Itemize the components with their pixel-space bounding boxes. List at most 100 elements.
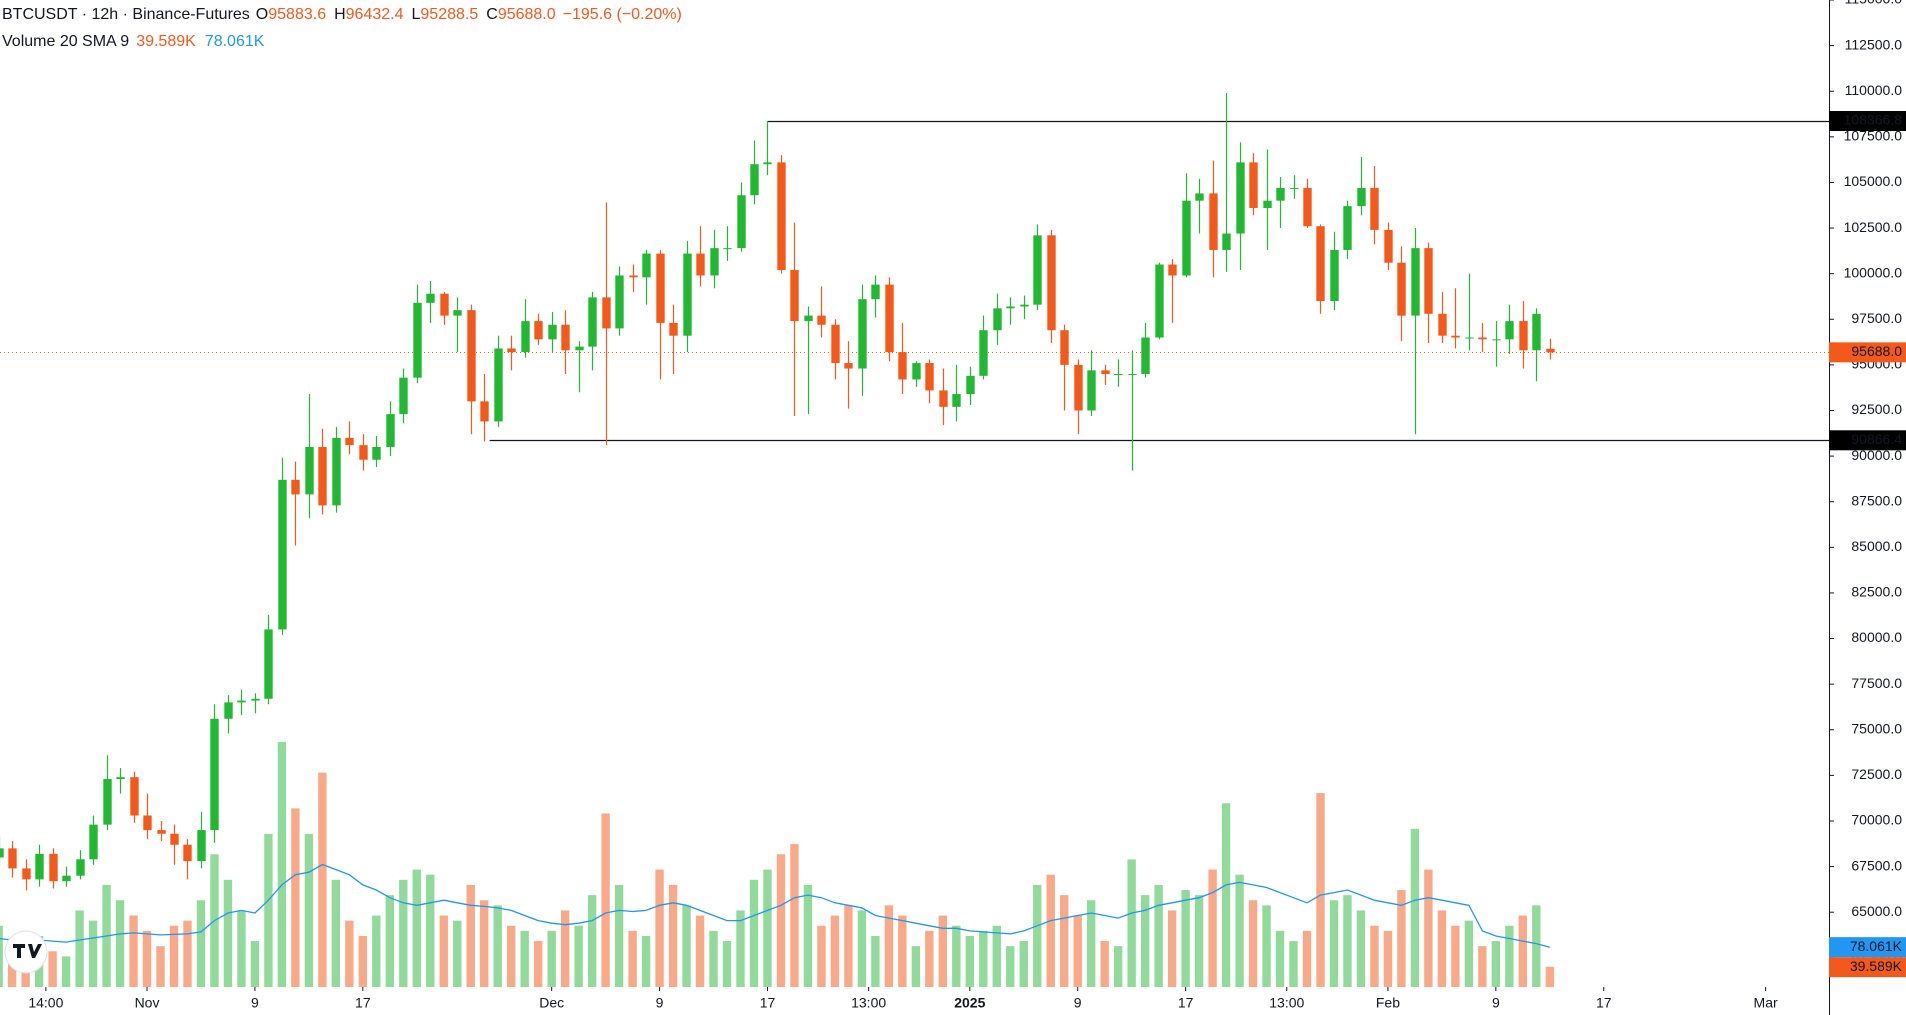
candle-body (1424, 248, 1433, 314)
candle-body (1370, 187, 1379, 230)
volume-bar (1100, 941, 1109, 987)
y-tick-label: 65000.0 (1851, 903, 1902, 919)
level-label: 90866.4 (1851, 431, 1902, 447)
volume-bar (992, 925, 1001, 987)
candle-body (264, 629, 273, 699)
candle-body (561, 324, 570, 351)
volume-bar (682, 905, 691, 987)
volume-bar (1370, 925, 1379, 987)
candle-body (669, 322, 678, 336)
volume-header: Volume 20 SMA 9 39.589K 78.061K (2, 33, 265, 50)
candle-body (8, 848, 17, 869)
volume-bar (587, 895, 597, 987)
candle-body (534, 321, 543, 340)
level-label-box (1829, 430, 1906, 451)
y-tick-label: 82500.0 (1851, 584, 1902, 600)
volume-value: 39.589K (136, 33, 196, 50)
x-tick-label: Nov (135, 995, 160, 1011)
volume-bar (169, 925, 179, 987)
volume-bar (1343, 895, 1352, 987)
candle-body (656, 253, 665, 323)
candle-body (858, 299, 867, 369)
volume-label: 39.589K (1850, 958, 1903, 974)
candle-body (1006, 306, 1015, 309)
volume-bar (911, 946, 921, 987)
candle-body (332, 437, 341, 506)
y-tick-label: 115000.0 (1845, 0, 1903, 7)
ohlc-value: 95688.0 (498, 6, 556, 23)
volume-bar (75, 910, 84, 987)
volume-bar (898, 915, 907, 987)
candle-body (1451, 335, 1460, 338)
volume-bar (412, 869, 421, 987)
volume-bar (156, 946, 165, 987)
level-label: 108366.8 (1844, 112, 1903, 128)
volume-bar (1113, 946, 1123, 987)
volume-bar (1194, 895, 1204, 987)
volume-bar (1505, 925, 1514, 987)
candle-body (1155, 264, 1164, 338)
volume-bar (129, 915, 138, 987)
candle-body (453, 310, 462, 316)
candle-body (1128, 374, 1137, 376)
candle-body (467, 310, 476, 402)
volume-sma-label: 78.061K (1850, 938, 1903, 954)
volume-bar (1289, 941, 1298, 987)
volume-bar (142, 930, 152, 987)
candle-body (237, 700, 246, 703)
volume-bar (183, 920, 192, 987)
candle-body (197, 830, 206, 862)
candle-body (76, 859, 85, 876)
candle-body (979, 330, 988, 376)
volume-bar (560, 910, 570, 987)
candle-body (224, 702, 233, 719)
candle-body (1182, 200, 1191, 276)
volume-bar (304, 833, 314, 987)
candle-body (1478, 337, 1487, 340)
volume-bar (1235, 874, 1244, 987)
volume-bar (115, 900, 125, 987)
y-tick-label: 107500.0 (1844, 128, 1903, 144)
ohlc-key: O (256, 6, 268, 23)
candle-body (1411, 248, 1420, 316)
volume-bar (1518, 915, 1527, 987)
candle-body (588, 297, 597, 347)
x-tick-label: 13:00 (851, 995, 886, 1011)
y-tick-label: 102500.0 (1844, 219, 1903, 235)
candle-body (790, 270, 799, 322)
volume-bar (291, 808, 300, 987)
candle-body (1384, 229, 1393, 263)
candle-body (1290, 187, 1299, 189)
ohlc-key: H (334, 6, 346, 23)
volume-bar (1019, 941, 1028, 987)
volume-bar (520, 930, 529, 987)
volume-bar (614, 884, 624, 987)
volume-bar (1033, 884, 1042, 987)
volume-bar (749, 879, 759, 987)
volume-sma-line (0, 863, 1550, 948)
last-price-label: 95688.0 (1851, 343, 1902, 359)
candle-body (386, 414, 395, 447)
candle-body (1222, 233, 1231, 250)
x-tick-label: 2025 (954, 995, 985, 1011)
volume-bar (709, 930, 718, 987)
volume-bar (790, 844, 799, 987)
candle-body (1519, 321, 1528, 351)
volume-bar (1383, 930, 1393, 987)
candle-body (831, 324, 840, 364)
volume-bar (1248, 900, 1258, 987)
volume-bar (655, 869, 664, 987)
volume-bar (1316, 793, 1325, 987)
volume-bar (331, 879, 341, 987)
candle-body (1263, 200, 1272, 208)
volume-bar (1397, 890, 1406, 987)
volume-bar (1060, 895, 1069, 987)
volume-bar (722, 941, 732, 987)
volume-sma-value: 78.061K (205, 33, 265, 50)
volume-bar (48, 951, 57, 987)
volume-bar (1262, 905, 1271, 987)
candle-body (130, 777, 139, 816)
volume-bar (1006, 946, 1015, 987)
candle-body (696, 253, 705, 276)
candle-body (925, 363, 934, 391)
